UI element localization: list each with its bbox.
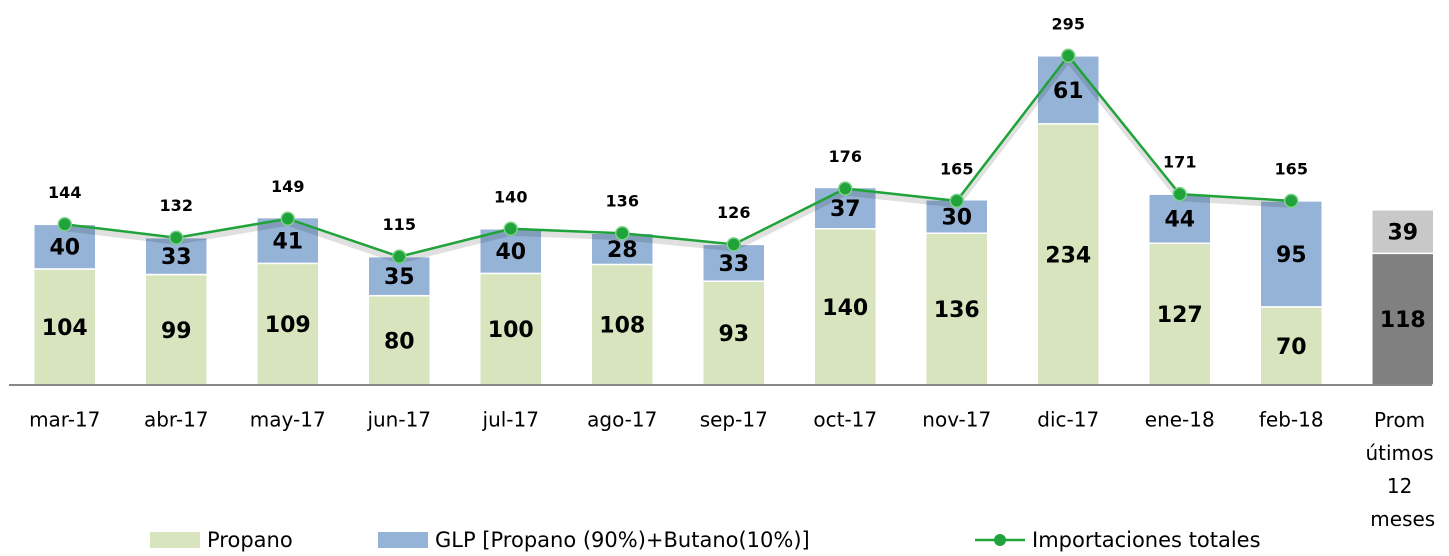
- bar-value-label: 41: [272, 229, 303, 254]
- legend-label: Propano: [207, 528, 293, 552]
- x-tick-label: nov-17: [922, 408, 991, 432]
- bar-value-label: 108: [599, 314, 645, 339]
- legend-point: [994, 534, 1006, 546]
- bar-segment: [1371, 209, 1435, 255]
- x-tick-label: mar-17: [29, 408, 100, 432]
- point-label: 115: [383, 215, 416, 234]
- bar-value-label: 35: [384, 265, 415, 290]
- point-label: 165: [1275, 159, 1308, 178]
- x-tick-label: ene-18: [1145, 408, 1215, 432]
- bar-segment: [33, 223, 97, 270]
- bar-value-label: 80: [384, 329, 415, 354]
- line-point: [1172, 186, 1187, 202]
- bar-value-label: 33: [161, 245, 192, 270]
- bar-value-label: 140: [822, 296, 868, 321]
- line-point: [949, 193, 964, 209]
- x-tick-label: jul-17: [482, 408, 539, 432]
- line-point: [726, 237, 741, 252]
- bar-value-label: 33: [718, 252, 749, 277]
- bar-segment: [144, 236, 208, 276]
- bar-value-label: 99: [161, 319, 192, 344]
- point-label: 171: [1163, 153, 1196, 172]
- point-label: 176: [829, 147, 862, 166]
- line-point: [392, 249, 407, 264]
- bar-segment: [925, 232, 989, 386]
- bar-value-label: 61: [1053, 79, 1084, 104]
- x-tick-label: jun-17: [366, 408, 431, 432]
- legend-swatch: [150, 532, 200, 548]
- line-point: [169, 230, 184, 245]
- point-label: 165: [940, 159, 973, 178]
- legend-swatch: [378, 532, 428, 548]
- x-tick-label: feb-18: [1259, 408, 1324, 432]
- point-label: 126: [717, 203, 750, 222]
- bar-value-label: 37: [830, 197, 861, 222]
- bar-segment: [1036, 123, 1100, 386]
- line-point: [280, 211, 295, 226]
- legend-label: Importaciones totales: [1032, 528, 1261, 552]
- line-point: [503, 221, 518, 237]
- bar-value-label: 44: [1164, 208, 1195, 233]
- point-label: 144: [48, 183, 81, 202]
- bar-value-label: 30: [941, 205, 972, 230]
- bar-value-label: 118: [1380, 308, 1426, 333]
- x-tick-label: abr-17: [144, 408, 209, 432]
- bar-value-label: 93: [718, 322, 749, 347]
- bar-value-label: 70: [1276, 335, 1307, 360]
- bar-value-label: 234: [1045, 243, 1091, 268]
- bar-value-label: 127: [1157, 303, 1203, 328]
- x-tick-label: ago-17: [587, 408, 657, 432]
- x-tick-label: may-17: [250, 408, 326, 432]
- point-label: 140: [494, 187, 527, 206]
- bar-value-label: 104: [42, 316, 88, 341]
- x-tick-label: dic-17: [1037, 408, 1099, 432]
- line-point: [57, 217, 72, 232]
- point-label: 136: [606, 192, 639, 211]
- bar-segment: [590, 263, 654, 386]
- bar-value-label: 28: [607, 238, 638, 263]
- line-point: [615, 225, 630, 241]
- bar-value-label: 40: [49, 236, 80, 261]
- x-tick-label: oct-17: [813, 408, 877, 432]
- line: [64, 53, 1292, 258]
- bar-value-label: 40: [495, 240, 526, 265]
- bar-value-label: 95: [1276, 243, 1307, 268]
- point-label: 132: [160, 196, 193, 215]
- line-shadow: [64, 54, 1292, 264]
- point-label: 149: [271, 177, 304, 196]
- bar-segment: [1036, 55, 1100, 125]
- bar-segment: [1148, 193, 1212, 245]
- bar-value-label: 39: [1387, 221, 1418, 246]
- x-tick-label: Prom útimos 12 meses: [1365, 408, 1440, 531]
- line-point: [1284, 193, 1299, 209]
- line-point: [1061, 48, 1076, 64]
- bar-segment: [479, 228, 543, 275]
- bar-segment: [1259, 200, 1323, 308]
- bar-segment: [33, 268, 97, 386]
- legend-label: GLP [Propano (90%)+Butano(10%)]: [435, 528, 810, 552]
- bar-value-label: 109: [265, 313, 311, 338]
- bar-value-label: 136: [934, 298, 980, 323]
- line-point: [838, 181, 853, 196]
- point-label: 295: [1052, 14, 1085, 33]
- bar-value-label: 100: [488, 318, 534, 343]
- x-tick-label: sep-17: [700, 408, 768, 432]
